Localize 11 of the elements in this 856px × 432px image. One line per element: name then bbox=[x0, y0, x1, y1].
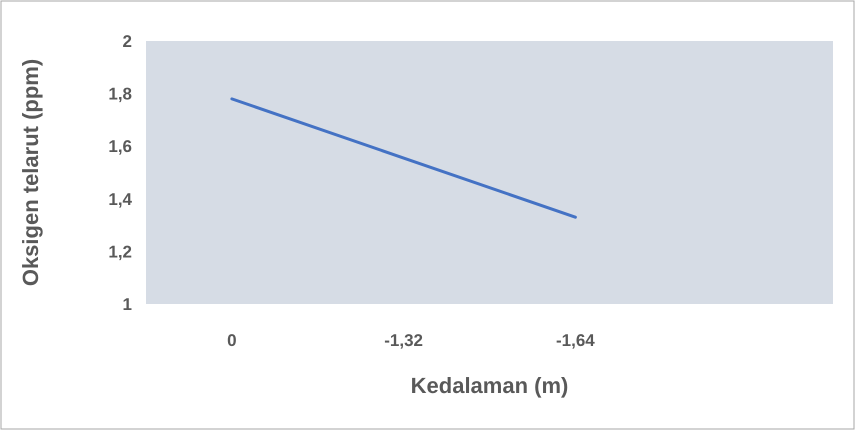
x-axis-title: Kedalaman (m) bbox=[410, 373, 568, 398]
y-axis-title: Oksigen telarut (ppm) bbox=[18, 58, 43, 286]
x-tick-label: -1,64 bbox=[556, 331, 596, 350]
x-tick-label: -1,32 bbox=[384, 331, 423, 350]
y-tick-label: 1,8 bbox=[108, 84, 132, 104]
y-tick-label: 2 bbox=[122, 32, 132, 51]
y-tick-label: 1,6 bbox=[108, 137, 132, 156]
y-tick-label: 1,2 bbox=[108, 242, 132, 262]
y-tick-label: 1,4 bbox=[108, 190, 133, 209]
y-tick-label: 1 bbox=[122, 294, 132, 314]
x-tick-label: 0 bbox=[227, 331, 237, 350]
